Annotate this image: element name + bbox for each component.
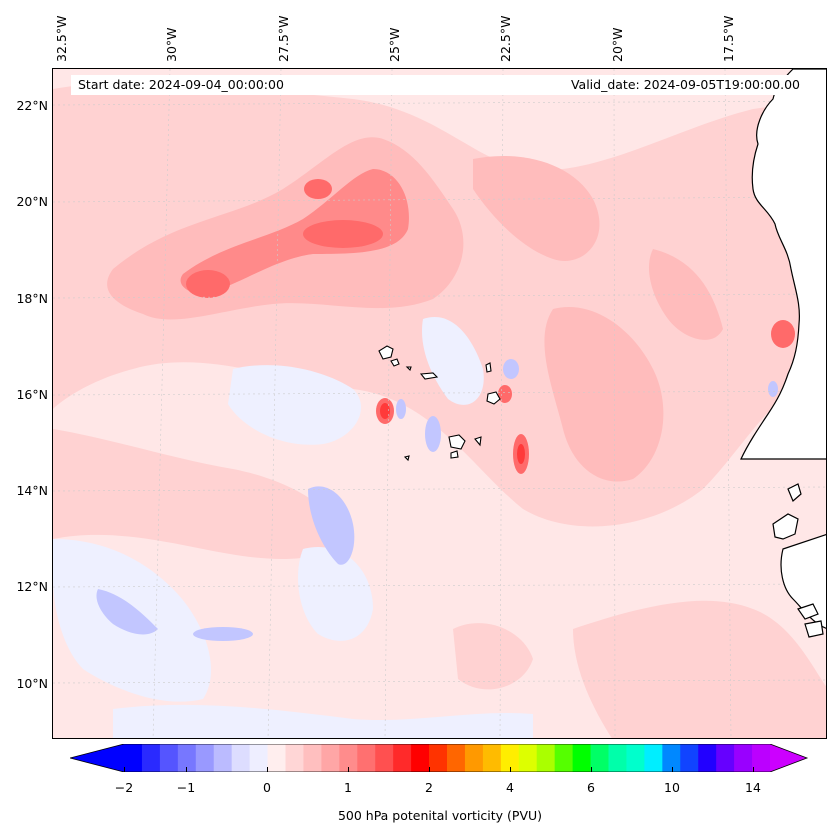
cb-tick-label-4: 4: [506, 780, 514, 795]
lon-label-27.5w: 27.5°W: [276, 15, 291, 62]
colorbar-swatch: [464, 744, 484, 772]
valid-date-text: Valid_date: 2024-09-05T19:00:00.00: [570, 77, 800, 92]
cb-tickmark-14: [753, 767, 754, 772]
colorbar-swatch: [626, 744, 645, 772]
colorbar-swatch: [231, 744, 251, 772]
cb-tick-label-0: 0: [263, 780, 271, 795]
cb-tick-label-2: 2: [425, 780, 433, 795]
colorbar-over-arrow: [770, 744, 807, 772]
start-date-box: Start date: 2024-09-04_00:00:00: [71, 75, 541, 95]
lon-label-25w: 25°W: [387, 27, 402, 62]
colorbar-swatch: [608, 744, 628, 772]
colorbar-swatch: [393, 744, 412, 772]
colorbar-under-arrow: [70, 744, 124, 772]
colorbar-swatch: [124, 744, 143, 772]
start-date-text: Start date: 2024-09-04_00:00:00: [78, 77, 284, 92]
cb-tick-label-1: 1: [344, 780, 352, 795]
colorbar-swatch: [644, 744, 663, 772]
colorbar-swatch: [482, 744, 502, 772]
cb-tick-label-m1: −1: [176, 780, 196, 795]
colorbar-outline: [70, 744, 809, 772]
colorbar-swatch: [303, 744, 322, 772]
pv-deep-red-spots: [380, 403, 525, 464]
cb-tickmark-0: [267, 767, 268, 772]
valid-date-box: Valid_date: 2024-09-05T19:00:00.00: [539, 75, 807, 95]
colorbar-label: 500 hPa potenital vorticity (PVU): [337, 808, 543, 823]
colorbar-swatch: [572, 744, 592, 772]
colorbar-swatches: [124, 744, 771, 772]
cb-tickmark-6: [591, 767, 592, 772]
cb-tickmark-10: [672, 767, 673, 772]
cb-tickmark-4: [510, 767, 511, 772]
pv-strong-red-regions: [180, 169, 409, 294]
map-panel: [52, 68, 827, 739]
lat-label-22n: 22°N: [16, 98, 48, 113]
cb-tickmark-2: [429, 767, 430, 772]
colorbar-swatch: [159, 744, 179, 772]
cb-tick-label-m2: −2: [114, 780, 134, 795]
colorbar-swatch: [734, 744, 753, 772]
graticule: [53, 69, 826, 738]
colorbar-swatch: [285, 744, 305, 772]
pv-mid-blue-regions: [96, 359, 778, 641]
colorbar-swatch: [429, 744, 448, 772]
colorbar-swatch: [518, 744, 538, 772]
colorbar-swatch: [536, 744, 556, 772]
cb-tickmark-m2: [124, 767, 125, 772]
colorbar-swatch: [267, 744, 287, 772]
cb-tick-label-6: 6: [587, 780, 595, 795]
colorbar-swatch: [447, 744, 466, 772]
colorbar-swatch: [680, 744, 699, 772]
lat-label-10n: 10°N: [16, 676, 48, 691]
colorbar-swatch: [195, 744, 215, 772]
colorbar-swatch: [716, 744, 735, 772]
lon-label-32.5w: 32.5°W: [54, 15, 69, 62]
lon-label-20w: 20°W: [610, 27, 625, 62]
colorbar: [70, 744, 809, 772]
colorbar-swatch: [213, 744, 233, 772]
colorbar-swatch: [339, 744, 358, 772]
cb-tick-label-10: 10: [664, 780, 680, 795]
lat-label-12n: 12°N: [16, 579, 48, 594]
colorbar-swatch: [752, 744, 771, 772]
lat-label-18n: 18°N: [16, 291, 48, 306]
pv-field-map: [53, 69, 826, 738]
colorbar-swatch: [554, 744, 574, 772]
cb-tick-label-14: 14: [745, 780, 761, 795]
lon-label-30w: 30°W: [164, 27, 179, 62]
colorbar-swatch: [375, 744, 394, 772]
colorbar-swatch: [590, 744, 610, 772]
cb-tickmark-m1: [186, 767, 187, 772]
colorbar-swatch: [662, 744, 681, 772]
lat-label-14n: 14°N: [16, 483, 48, 498]
cb-tickmark-1: [348, 767, 349, 772]
colorbar-swatch: [321, 744, 340, 772]
colorbar-swatch: [141, 744, 161, 772]
lon-label-22.5w: 22.5°W: [498, 15, 513, 62]
colorbar-swatch: [411, 744, 430, 772]
colorbar-swatch: [177, 744, 197, 772]
lat-label-16n: 16°N: [16, 387, 48, 402]
colorbar-swatch: [357, 744, 376, 772]
african-coastline: [740, 69, 826, 638]
lat-label-20n: 20°N: [16, 194, 48, 209]
colorbar-swatch: [249, 744, 269, 772]
colorbar-swatch: [698, 744, 717, 772]
lon-label-17.5w: 17.5°W: [721, 15, 736, 62]
cape-verde-islands: [378, 345, 501, 462]
colorbar-swatch: [500, 744, 520, 772]
